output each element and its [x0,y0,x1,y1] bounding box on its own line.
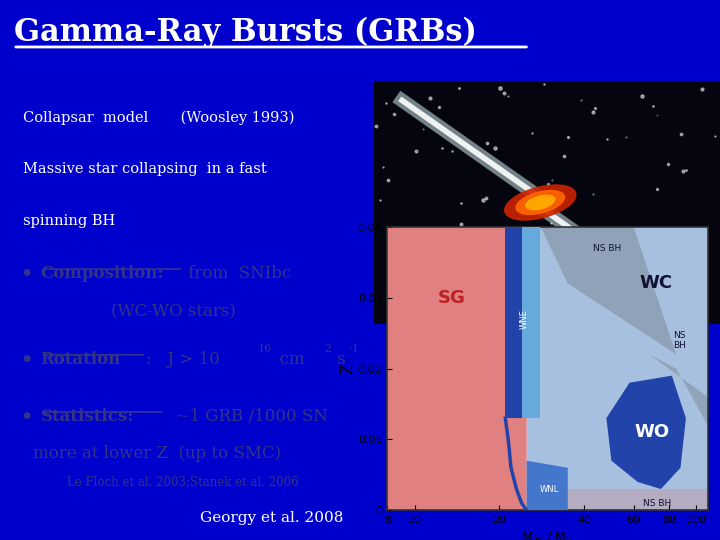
Text: Le Floch et al. 2003;Stanek et al. 2006: Le Floch et al. 2003;Stanek et al. 2006 [66,475,298,488]
Text: Statistics:: Statistics: [40,408,134,425]
Text: Collapsar  model       (Woosley 1993): Collapsar model (Woosley 1993) [23,110,294,125]
Text: spinning BH: spinning BH [23,214,115,228]
Text: •: • [20,351,32,370]
Text: •: • [20,408,32,427]
Polygon shape [526,461,568,510]
Text: ~1 GRB /1000 SN: ~1 GRB /1000 SN [165,408,328,425]
Polygon shape [522,227,541,418]
Text: Gamma-Ray Bursts (GRBs): Gamma-Ray Bursts (GRBs) [14,17,477,48]
Text: NS BH: NS BH [593,244,621,253]
Text: Massive star collapsing  in a fast: Massive star collapsing in a fast [23,162,266,176]
Ellipse shape [505,185,576,220]
Ellipse shape [526,195,555,210]
Polygon shape [526,227,708,510]
Text: WNE: WNE [520,309,528,329]
Text: :   J > 10: : J > 10 [146,351,220,368]
Text: NS
BH: NS BH [672,330,685,350]
Text: from  SNIbc: from SNIbc [184,265,292,282]
Text: •: • [20,265,32,285]
Text: WNL: WNL [539,484,559,494]
Text: Rotation: Rotation [40,351,121,368]
Text: WC: WC [639,274,672,293]
Ellipse shape [516,191,564,214]
Text: s: s [332,351,346,368]
Text: NS BH: NS BH [644,499,672,508]
Text: 16: 16 [258,343,271,354]
X-axis label: M$_{ini}$ / M$_{\odot}$: M$_{ini}$ / M$_{\odot}$ [521,531,574,540]
Text: more at lower Z  (up to SMC): more at lower Z (up to SMC) [33,446,282,462]
Polygon shape [541,227,676,354]
Polygon shape [505,227,522,418]
Polygon shape [649,354,708,426]
Text: SG: SG [437,289,465,307]
Polygon shape [387,227,526,510]
Text: WO: WO [635,423,670,441]
Text: (WC-WO stars): (WC-WO stars) [111,304,236,321]
Text: Georgy et al. 2008: Georgy et al. 2008 [200,511,343,525]
Text: 2: 2 [324,343,331,354]
Polygon shape [606,376,686,489]
Text: cm: cm [269,351,305,368]
Y-axis label: Z: Z [340,363,355,374]
Text: -1: -1 [348,343,359,354]
Text: Composition:: Composition: [40,265,164,282]
Polygon shape [549,489,708,510]
